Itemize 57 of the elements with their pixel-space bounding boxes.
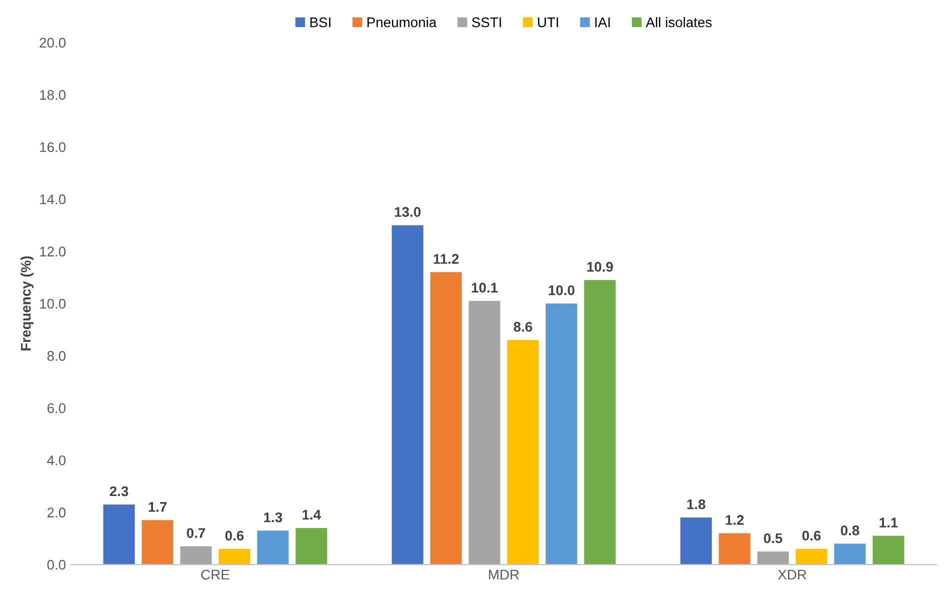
- bar: [218, 548, 250, 565]
- y-tick-label: 14.0: [40, 194, 66, 204]
- data-label: 0.7: [186, 528, 206, 538]
- data-label: 0.8: [840, 525, 860, 536]
- legend-label: SSTI: [472, 17, 501, 28]
- legend-label: IAI: [595, 18, 610, 28]
- x-tick-label: MDR: [489, 570, 519, 580]
- bar: [584, 280, 616, 565]
- y-tick-label: 16.0: [40, 142, 66, 152]
- x-tick-label: XDR: [778, 570, 806, 580]
- data-label: 8.6: [514, 322, 532, 332]
- data-label: 1.7: [148, 502, 167, 512]
- bar: [257, 530, 289, 565]
- y-tick-label: 8.0: [47, 351, 66, 361]
- bar: [680, 518, 712, 565]
- data-label: 1.4: [302, 510, 321, 520]
- y-tick-label: 10.0: [40, 298, 66, 309]
- bar: [834, 544, 866, 565]
- legend-label: Pneumonia: [368, 17, 437, 28]
- x-tick-label: CRE: [201, 570, 230, 580]
- bar: [142, 520, 174, 565]
- bar: [796, 548, 828, 565]
- bar: [296, 528, 328, 565]
- bar: [392, 225, 424, 565]
- bar: [872, 536, 904, 565]
- data-label: 13.0: [394, 207, 421, 217]
- y-tick-label: 2.0: [47, 508, 66, 518]
- y-tick-label: 6.0: [47, 403, 66, 414]
- y-tick-label: 0.0: [47, 560, 66, 570]
- bar: [180, 546, 212, 565]
- data-label: 2.3: [110, 486, 128, 496]
- bar: [468, 300, 500, 565]
- y-tick-label: 20.0: [40, 38, 66, 48]
- legend-label: UTI: [538, 18, 558, 28]
- y-tick-label: 12.0: [40, 246, 66, 256]
- bar: [507, 340, 539, 565]
- bar: [718, 533, 750, 565]
- y-axis-title: Frequency (%): [20, 256, 34, 350]
- data-label: 0.6: [225, 530, 244, 541]
- legend-label: All isolates: [646, 17, 712, 28]
- data-label: 1.1: [880, 518, 898, 528]
- data-label: 1.8: [687, 499, 706, 510]
- data-label: 0.5: [764, 533, 782, 544]
- bar: [546, 304, 578, 565]
- data-label: 10.9: [587, 262, 613, 272]
- data-label: 10.1: [472, 282, 498, 293]
- data-label: 10.0: [548, 285, 574, 296]
- bar: [430, 272, 462, 565]
- bar: [757, 551, 789, 565]
- bar: [103, 504, 135, 565]
- y-tick-label: 18.0: [40, 90, 66, 100]
- y-tick-label: 4.0: [47, 455, 66, 466]
- legend-label: BSI: [310, 17, 330, 28]
- data-label: 1.3: [264, 512, 282, 522]
- data-label: 11.2: [434, 254, 459, 264]
- data-label: 1.2: [726, 515, 744, 525]
- data-label: 0.6: [802, 530, 821, 541]
